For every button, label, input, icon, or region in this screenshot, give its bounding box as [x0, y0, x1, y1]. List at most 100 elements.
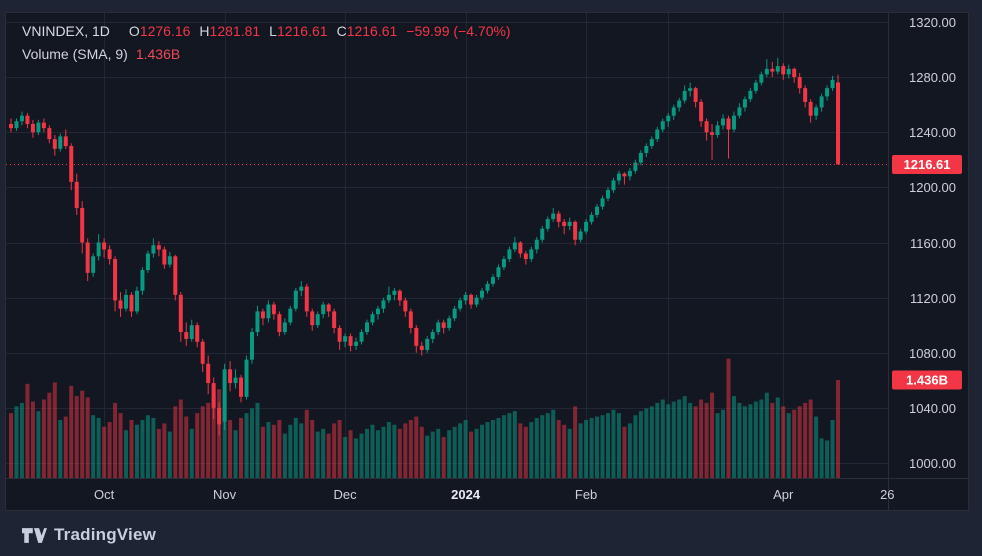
- volume-bar: [638, 411, 643, 478]
- volume-bar: [260, 426, 265, 478]
- volume-bar: [781, 406, 786, 478]
- candle-body: [825, 88, 830, 97]
- volume-bar: [540, 415, 545, 478]
- volume-bar: [699, 399, 704, 478]
- volume-bar: [239, 417, 244, 478]
- volume-bar: [80, 390, 85, 478]
- candle-body: [134, 290, 139, 312]
- volume-bar: [737, 402, 742, 478]
- candle-body: [551, 213, 556, 220]
- candle-body: [616, 173, 621, 181]
- candle-body: [140, 270, 145, 291]
- volume-bar: [529, 422, 534, 478]
- time-tick-label: Apr: [773, 487, 794, 502]
- candle-body: [36, 122, 41, 133]
- volume-bar: [759, 399, 764, 478]
- candle-body: [381, 300, 386, 309]
- time-axis[interactable]: [6, 479, 968, 510]
- tradingview-brand[interactable]: TradingView: [54, 525, 157, 544]
- volume-bar: [803, 402, 808, 478]
- candle-body: [836, 82, 841, 165]
- volume-bar: [244, 413, 249, 478]
- candle-body: [52, 139, 57, 149]
- tradingview-logo-icon[interactable]: [22, 527, 47, 543]
- volume-bar: [518, 423, 523, 478]
- volume-bar: [326, 433, 331, 478]
- chart-canvas[interactable]: 1320.00 1280.00 1240.00 1200.00 1160.00 1120.…: [6, 13, 968, 510]
- open-value: 1276.16: [139, 23, 191, 39]
- volume-bar: [386, 422, 391, 478]
- volume-bar: [91, 415, 96, 478]
- candle-body: [808, 101, 813, 116]
- candle-body: [58, 136, 63, 149]
- candle-body: [414, 327, 419, 346]
- candle-body: [731, 115, 736, 130]
- volume-indicator-row[interactable]: Volume (SMA, 9) 1.436B: [22, 43, 511, 66]
- candle-body: [206, 363, 211, 384]
- candle-body: [370, 314, 375, 323]
- volume-bar: [633, 415, 638, 478]
- candle-body: [797, 77, 802, 89]
- candle-body: [584, 221, 589, 232]
- candle-body: [299, 286, 304, 291]
- candle-body: [321, 304, 326, 315]
- volume-bar: [589, 417, 594, 478]
- price-tick-label: 1080.00: [909, 346, 956, 361]
- candle-body: [47, 128, 52, 140]
- chart-widget: 1320.00 1280.00 1240.00 1200.00 1160.00 1120.…: [5, 12, 969, 511]
- candle-body: [781, 66, 786, 75]
- candle-body: [271, 304, 276, 315]
- candle-body: [277, 314, 282, 333]
- candle-body: [830, 79, 835, 89]
- volume-bar: [288, 424, 293, 478]
- candle-body: [354, 341, 359, 346]
- last-volume-badge-text: 1.436B: [906, 373, 948, 388]
- candle-body: [600, 198, 605, 207]
- volume-bar: [233, 430, 238, 478]
- candle-body: [786, 68, 791, 75]
- volume-bar: [271, 424, 276, 478]
- volume-bar: [447, 430, 452, 478]
- candle-body: [69, 146, 74, 182]
- volume-bar: [474, 428, 479, 478]
- candle-body: [693, 88, 698, 102]
- volume-bar: [666, 404, 671, 478]
- indicator-value: 1.436B: [135, 46, 181, 62]
- volume-bar: [600, 415, 605, 478]
- candle-body: [397, 290, 402, 301]
- volume-bar: [425, 435, 430, 478]
- symbol-title[interactable]: VNINDEX, 1D: [22, 23, 110, 39]
- volume-bar: [321, 428, 326, 478]
- candle-body: [178, 294, 183, 333]
- candle-body: [819, 96, 824, 108]
- candle-body: [704, 121, 709, 133]
- volume-bar: [167, 431, 172, 478]
- volume-bar: [74, 396, 79, 478]
- candle-body: [496, 267, 501, 277]
- volume-bar: [611, 409, 616, 478]
- candle-body: [326, 304, 331, 312]
- symbol-row[interactable]: VNINDEX, 1D O1276.16 H1281.81 L1216.61 C1216…: [22, 20, 511, 43]
- candle-body: [365, 322, 370, 333]
- candle-body: [293, 290, 298, 309]
- volume-bar: [206, 402, 211, 478]
- volume-bar: [523, 426, 528, 478]
- candle-body: [189, 325, 194, 339]
- candle-body: [480, 290, 485, 298]
- volume-bar: [616, 413, 621, 478]
- candle-body: [9, 123, 13, 129]
- price-axis[interactable]: [889, 13, 968, 478]
- candle-body: [764, 68, 769, 75]
- volume-bar: [381, 426, 386, 478]
- volume-bar: [731, 396, 736, 478]
- volume-bar: [753, 401, 758, 478]
- price-tick-label: 1280.00: [909, 70, 956, 85]
- candle-body: [792, 68, 797, 78]
- candle-body: [386, 294, 391, 301]
- candle-body: [425, 338, 430, 350]
- candle-body: [102, 242, 107, 250]
- volume-bar: [721, 409, 726, 478]
- candle-body: [770, 68, 775, 72]
- volume-bar: [710, 392, 715, 478]
- candle-body: [80, 208, 85, 243]
